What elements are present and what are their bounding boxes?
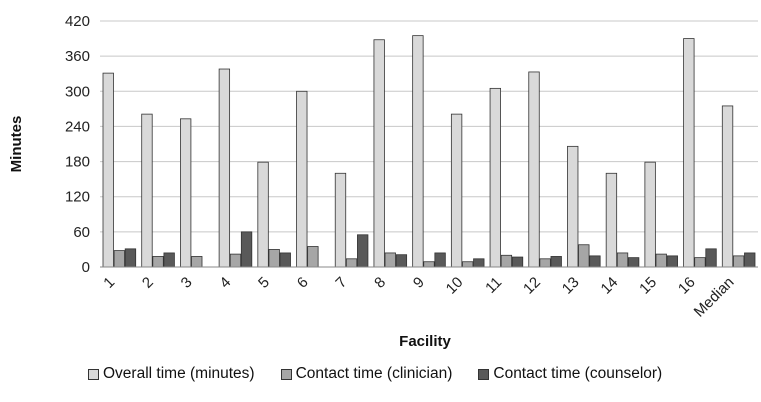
x-tick-label: 2 (139, 274, 157, 292)
bar-clinician-11 (500, 254, 513, 268)
legend-item-counselor: Contact time (counselor) (478, 365, 662, 383)
y-tick-label: 360 (65, 48, 90, 65)
bar-clinician-8 (384, 252, 396, 268)
bar-overall-Median (721, 105, 734, 268)
legend-label-counselor: Contact time (counselor) (493, 365, 663, 382)
bar-counselor-8 (395, 254, 408, 268)
bar-counselor-4 (240, 231, 253, 268)
bar-counselor-1 (124, 248, 137, 268)
bar-counselor-7 (357, 234, 369, 268)
bar-overall-11 (489, 87, 501, 268)
bar-overall-3 (180, 118, 192, 268)
bar-overall-9 (412, 35, 424, 268)
x-tick-label: 13 (559, 274, 583, 298)
bar-counselor-5 (279, 252, 291, 268)
bar-overall-8 (373, 39, 385, 268)
gridlines (100, 20, 758, 233)
x-tick-label: 15 (636, 274, 660, 298)
bar-clinician-9 (423, 261, 435, 268)
bar-counselor-12 (550, 256, 562, 268)
y-axis-title: Minutes (8, 116, 25, 173)
bar-counselor-2 (163, 252, 175, 268)
y-tick-label: 420 (65, 13, 90, 30)
bar-overall-6 (296, 90, 308, 268)
bar-counselor-16 (705, 248, 717, 268)
x-tick-label: 4 (216, 274, 234, 292)
bar-overall-2 (141, 113, 153, 268)
bar-clinician-16 (694, 257, 706, 268)
x-tick-label: 3 (178, 274, 196, 292)
bar-clinician-1 (113, 250, 125, 268)
bar-clinician-6 (307, 246, 319, 268)
x-tick-label: 12 (520, 274, 544, 298)
x-axis-title: Facility (399, 333, 451, 350)
bar-overall-13 (567, 145, 579, 268)
bar-overall-16 (683, 38, 695, 268)
bar-counselor-15 (666, 255, 678, 268)
y-axis-ticks: 0 60 120 180 240 300 360 420 (65, 13, 90, 276)
x-tick-label: 6 (294, 274, 312, 292)
legend-swatch-clinician (280, 368, 292, 380)
bar-counselor-13 (589, 255, 601, 268)
bar-overall-15 (644, 161, 656, 268)
legend-item-overall: Overall time (minutes) (88, 365, 255, 383)
x-tick-label: 7 (332, 274, 350, 292)
bar-clinician-3 (191, 256, 203, 268)
legend-swatch-counselor (478, 368, 490, 380)
bar-clinician-13 (578, 244, 590, 268)
legend-swatch-overall (88, 368, 99, 380)
bar-overall-1 (102, 72, 114, 268)
bar-counselor-11 (511, 256, 524, 268)
legend-item-clinician: Contact time (clinician) (280, 365, 453, 383)
y-tick-label: 240 (65, 118, 90, 135)
x-tick-label: 16 (675, 274, 699, 298)
bar-overall-7 (334, 172, 347, 268)
bar-clinician-Median (732, 255, 745, 268)
y-tick-label: 120 (65, 189, 90, 206)
bar-overall-14 (605, 172, 618, 268)
bar-counselor-14 (627, 257, 640, 268)
x-tick-label: 14 (598, 274, 622, 298)
bar-overall-4 (218, 68, 231, 268)
bar-clinician-10 (462, 261, 474, 268)
bar-clinician-5 (268, 249, 280, 268)
bar-overall-12 (528, 71, 540, 268)
y-tick-label: 60 (73, 224, 90, 241)
bar-clinician-7 (345, 258, 358, 268)
bars (102, 35, 756, 268)
bar-clinician-4 (229, 253, 242, 268)
bar-overall-10 (450, 113, 463, 268)
y-tick-label: 0 (82, 259, 90, 276)
x-tick-label: 8 (371, 274, 389, 292)
bar-clinician-15 (655, 253, 667, 268)
bar-overall-5 (257, 161, 269, 268)
bar-counselor-Median (744, 252, 756, 268)
x-tick-label: 5 (255, 274, 273, 292)
bar-counselor-10 (473, 258, 485, 268)
legend-label-overall: Overall time (minutes) (103, 365, 255, 382)
x-tick-label: 9 (410, 274, 428, 292)
x-tick-label: 10 (443, 274, 467, 298)
bar-counselor-9 (434, 252, 446, 268)
x-tick-label: Median (691, 274, 738, 321)
bar-clinician-2 (152, 256, 164, 268)
legend: Overall time (minutes) Contact time (cli… (0, 360, 761, 388)
y-tick-label: 300 (65, 83, 90, 100)
x-tick-label: 1 (100, 274, 118, 292)
y-tick-label: 180 (65, 154, 90, 171)
bar-clinician-14 (616, 252, 629, 268)
legend-label-clinician: Contact time (clinician) (295, 365, 453, 382)
bar-clinician-12 (539, 258, 551, 268)
x-tick-label: 11 (482, 274, 505, 297)
